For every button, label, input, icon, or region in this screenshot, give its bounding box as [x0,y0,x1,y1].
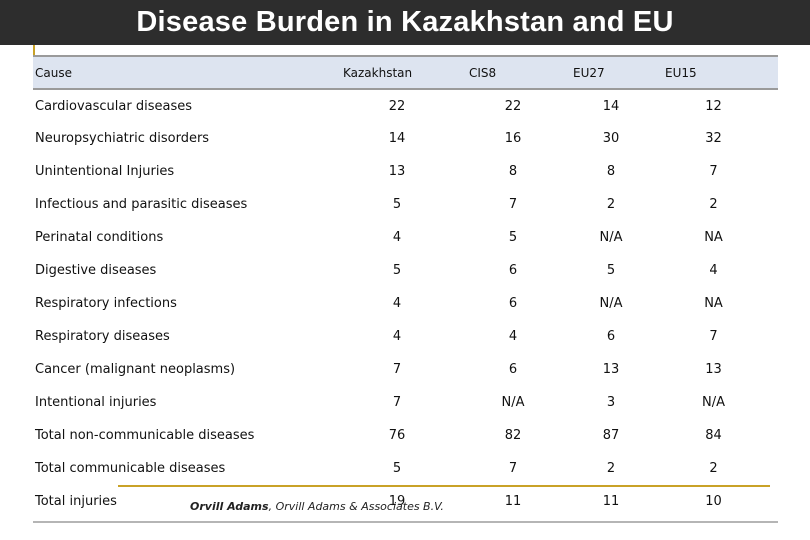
disease-burden-table: Cause Kazakhstan CIS8 EU27 EU15 Cardiova… [33,55,778,518]
table-row: Unintentional Injuries 13 8 8 7 [33,155,778,188]
cell-cause: Cardiovascular diseases [35,98,192,114]
cell-cis8: 8 [508,164,518,179]
cell-kazakhstan: 5 [392,461,402,476]
header-kazakhstan: Kazakhstan [341,55,453,90]
cell-cis8: 7 [508,461,518,476]
cell-eu15: 84 [705,428,722,443]
cell-cause: Respiratory infections [35,296,177,311]
table-header-row: Cause Kazakhstan CIS8 EU27 EU15 [33,55,778,90]
cell-kazakhstan: 5 [392,263,402,278]
cell-kazakhstan: 4 [392,230,402,245]
table-row: Intentional injuries 7 N/A 3 N/A [33,386,778,419]
cell-kazakhstan: 19 [388,494,406,509]
cell-cause: Respiratory diseases [35,329,170,344]
header-eu27: EU27 [573,55,649,90]
cell-eu15: 13 [705,362,722,377]
footer-credit: Orvill Adams, Orvill Adams & Associates … [190,500,444,513]
table-bottom-rule [33,521,778,523]
cell-eu27: 8 [606,164,616,179]
cell-eu15: N/A [702,395,725,410]
cell-kazakhstan: 22 [388,98,406,114]
cell-cis8: 6 [508,263,518,278]
cell-eu15: 2 [709,461,718,476]
header-eu15: EU15 [649,55,778,90]
cell-cis8: 22 [504,98,522,114]
cell-cause: Unintentional Injuries [35,164,175,179]
cell-kazakhstan: 76 [388,428,406,443]
cell-kazakhstan: 7 [392,395,402,410]
cell-eu27: 2 [606,197,616,212]
cell-cis8: 6 [508,362,518,377]
cell-eu27: 30 [602,131,620,146]
accent-line [118,485,770,487]
cell-cis8: 82 [504,428,522,443]
cell-cis8: N/A [501,395,525,410]
cell-eu15: 12 [705,98,722,114]
cell-cause: Total non-communicable diseases [35,428,255,443]
cell-eu27: 11 [602,494,620,509]
footer-author: Orvill Adams [190,500,269,513]
cell-eu27: 13 [602,362,620,377]
cell-eu27: 3 [606,395,616,410]
cell-cause: Intentional injuries [35,395,157,410]
cell-kazakhstan: 5 [392,197,402,212]
cell-eu15: 32 [705,131,722,146]
title-bar: Disease Burden in Kazakhstan and EU [0,0,810,45]
cell-kazakhstan: 4 [392,296,402,311]
cell-kazakhstan: 7 [392,362,402,377]
cell-kazakhstan: 4 [392,329,402,344]
cell-cis8: 6 [508,296,518,311]
cell-cause: Total communicable diseases [35,461,226,476]
cell-eu15: NA [704,296,723,311]
cell-kazakhstan: 13 [388,164,406,179]
table-row: Neuropsychiatric disorders 14 16 30 32 [33,122,778,155]
cell-cause: Neuropsychiatric disorders [35,131,210,146]
table-row: Total injuries 19 11 11 10 [33,485,778,518]
cell-cause: Infectious and parasitic diseases [35,197,248,212]
table-row: Digestive diseases 5 6 5 4 [33,254,778,287]
cell-eu27: 6 [606,329,616,344]
cell-eu27: N/A [599,230,623,245]
cell-cis8: 4 [508,329,518,344]
table-row: Infectious and parasitic diseases 5 7 2 2 [33,188,778,221]
table-row: Perinatal conditions 4 5 N/A NA [33,221,778,254]
cell-eu15: 4 [709,263,718,278]
cell-cis8: 5 [508,230,518,245]
table-row: Respiratory diseases 4 4 6 7 [33,320,778,353]
table-row: Cardiovascular diseases 22 22 14 12 [33,89,778,122]
cell-eu15: 7 [709,164,718,179]
accent-mark [33,45,35,55]
footer-affiliation: , Orvill Adams & Associates B.V. [268,500,444,513]
page-title: Disease Burden in Kazakhstan and EU [136,6,674,38]
cell-kazakhstan: 14 [388,131,406,146]
cell-eu27: 5 [606,263,616,278]
cell-eu15: NA [704,230,723,245]
cell-cis8: 7 [508,197,518,212]
cell-cause: Digestive diseases [35,263,157,278]
cell-eu27: N/A [599,296,623,311]
cell-eu27: 87 [602,428,620,443]
cell-cause: Total injuries [35,494,117,509]
cell-eu15: 2 [709,197,718,212]
cell-eu15: 7 [709,329,718,344]
cell-eu27: 2 [606,461,616,476]
cell-cis8: 11 [504,494,522,509]
cell-cis8: 16 [504,131,522,146]
table-row: Total communicable diseases 5 7 2 2 [33,452,778,485]
header-cis8: CIS8 [453,55,573,90]
header-cause: Cause [33,55,341,90]
cell-eu15: 10 [705,494,722,509]
cell-cause: Perinatal conditions [35,230,164,245]
cell-cause: Cancer (malignant neoplasms) [35,362,236,377]
cell-eu27: 14 [602,98,620,114]
table-row: Total non-communicable diseases 76 82 87 84 [33,419,778,452]
table-row: Cancer (malignant neoplasms) 7 6 13 13 [33,353,778,386]
table-row: Respiratory infections 4 6 N/A NA [33,287,778,320]
